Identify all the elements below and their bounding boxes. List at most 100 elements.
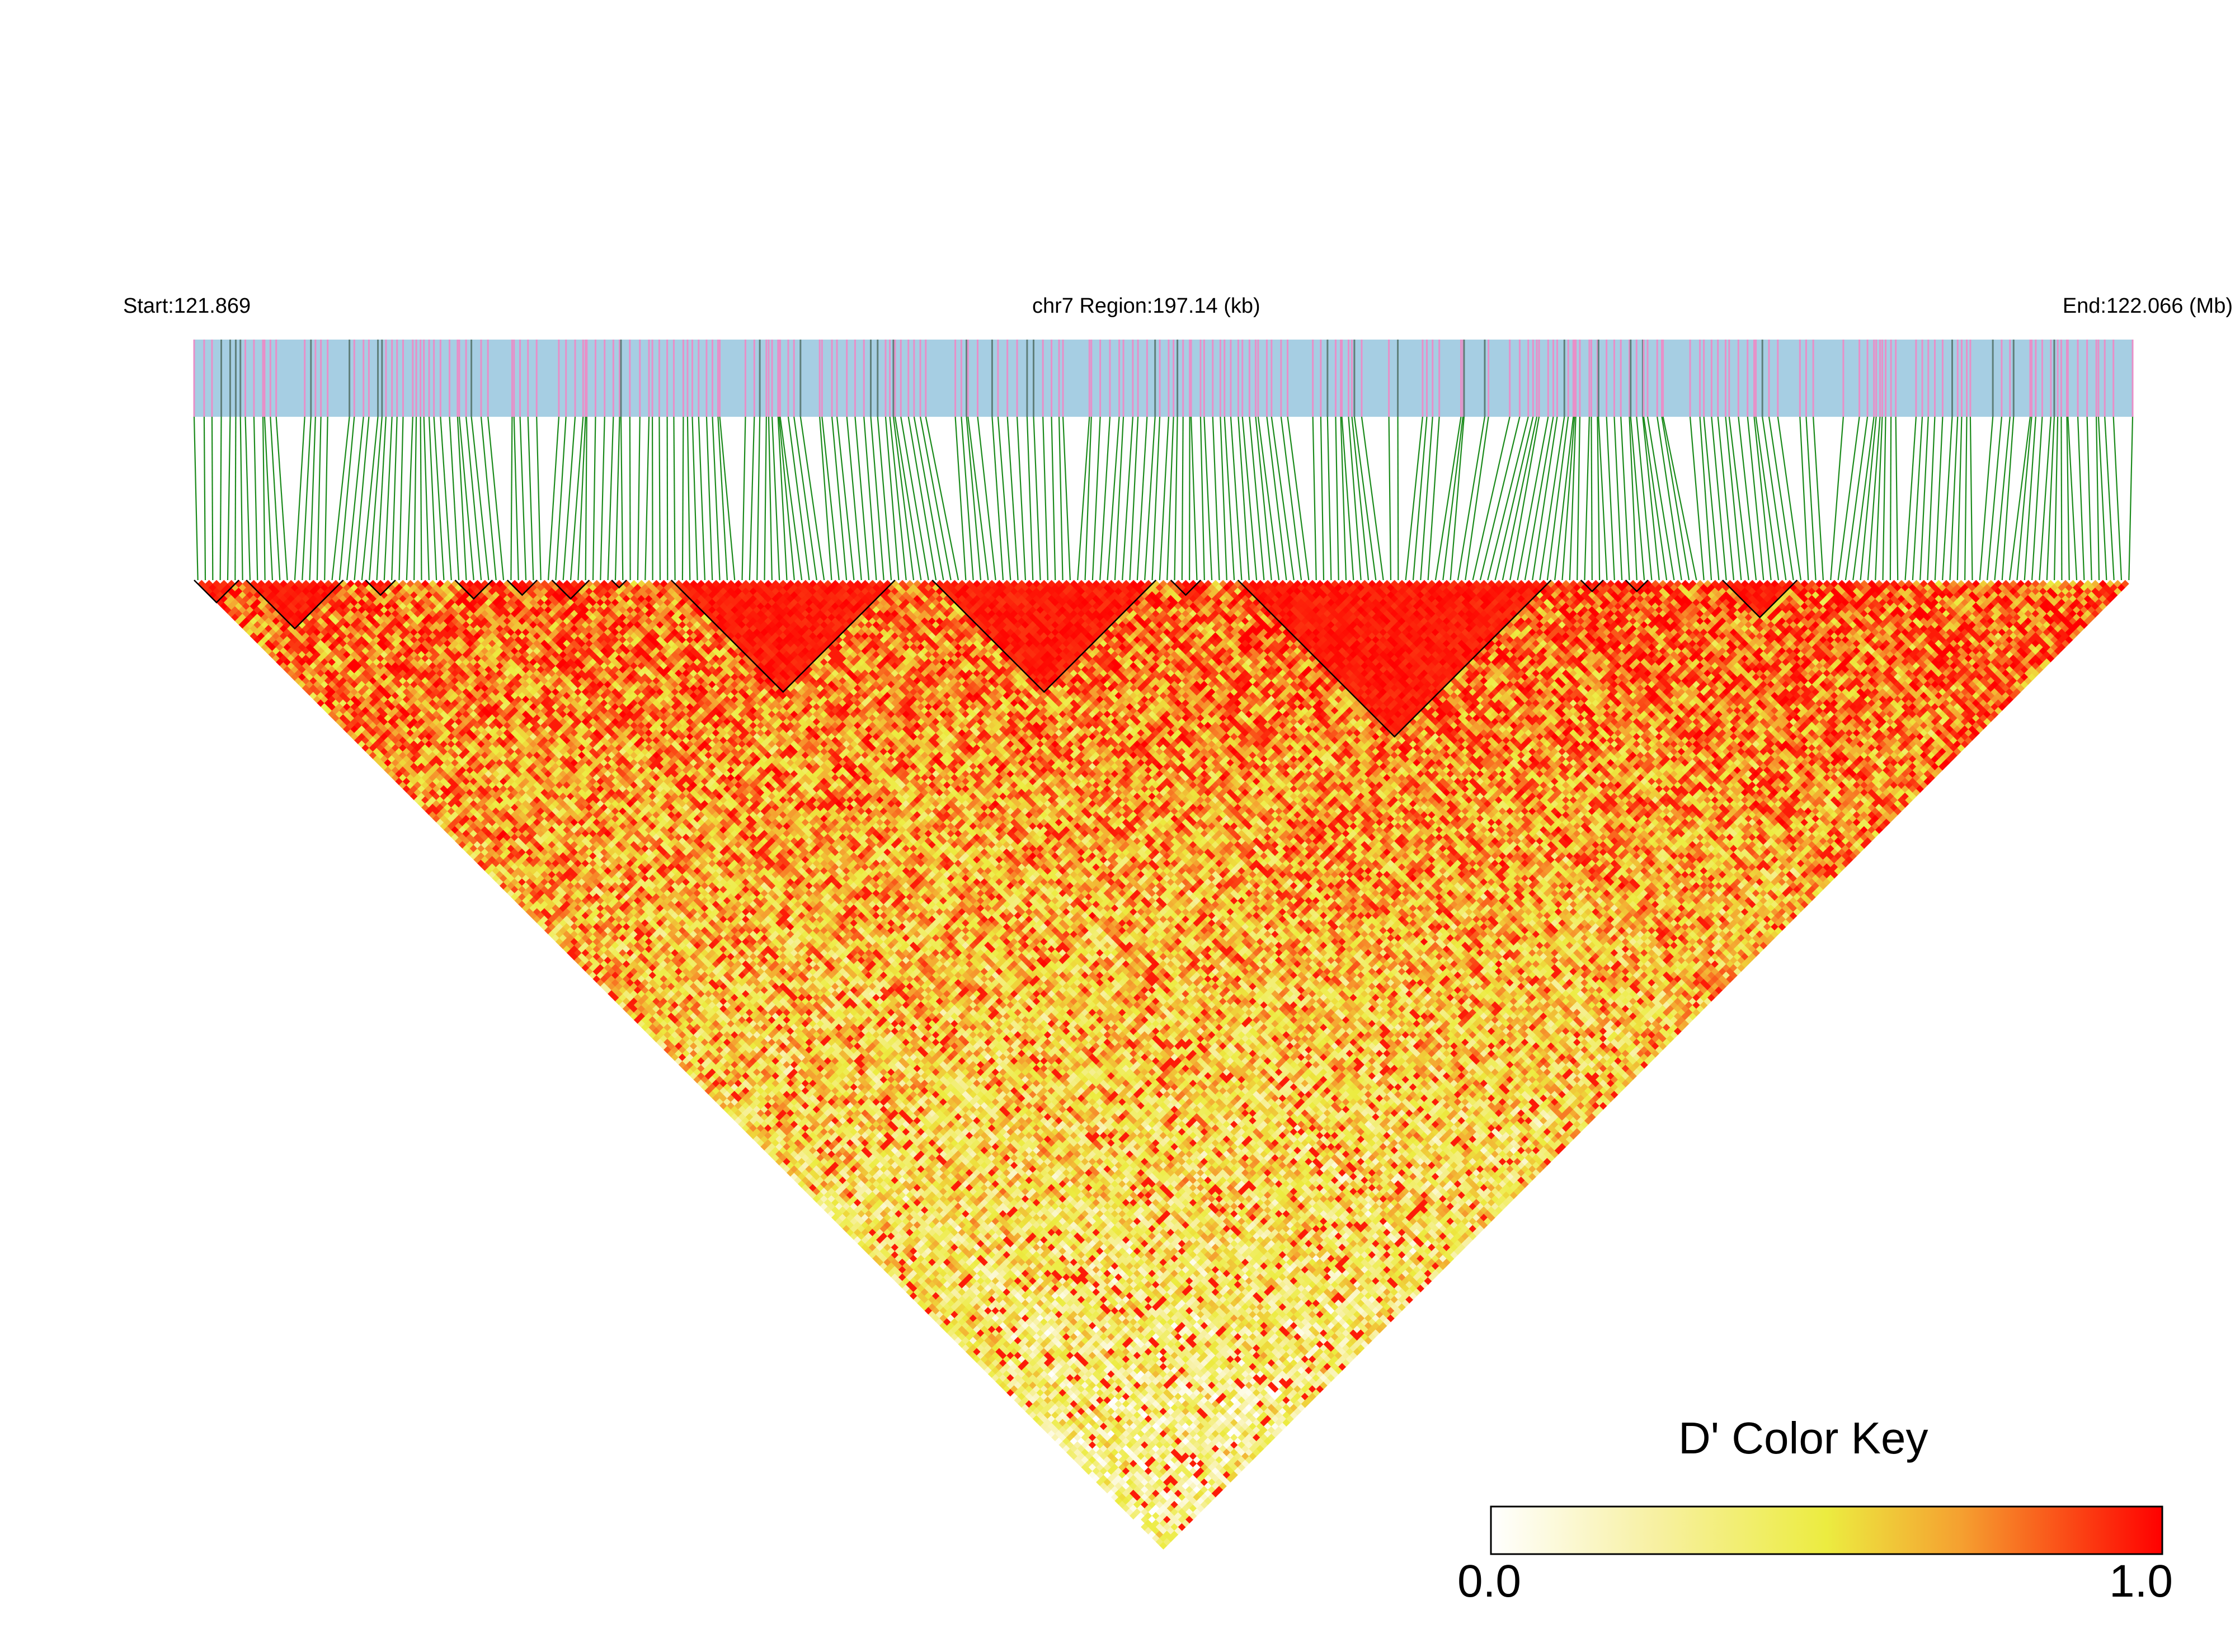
snp-connector-line — [421, 417, 422, 580]
snp-connector-line — [674, 417, 675, 580]
snp-connector-line — [593, 417, 595, 580]
snp-connector-line — [1204, 417, 1212, 580]
snp-connector-line — [707, 417, 712, 580]
snp-connector-line — [377, 417, 386, 580]
snp-connector-line — [1328, 417, 1331, 580]
snp-connector-line — [1748, 417, 1764, 580]
snp-connector-line — [742, 417, 746, 580]
snp-connector-lines — [194, 417, 2133, 580]
snp-connector-line — [2087, 417, 2092, 580]
snp-connector-line — [449, 417, 459, 580]
snp-connector-line — [645, 417, 649, 580]
snp-connector-line — [769, 417, 772, 580]
snp-connector-line — [1644, 417, 1667, 580]
snp-connector-line — [1063, 417, 1070, 580]
snp-connector-line — [1935, 417, 1943, 580]
snp-connector-line — [1756, 417, 1778, 580]
snp-connector-line — [220, 417, 222, 580]
snp-connector-line — [1167, 417, 1173, 580]
snp-connector-line — [871, 417, 883, 580]
snp-connector-line — [1584, 417, 1589, 580]
snp-connector-line — [528, 417, 534, 580]
snp-connector-line — [1027, 417, 1033, 580]
snp-connector-line — [347, 417, 364, 580]
snp-connector-line — [765, 417, 766, 580]
snp-connector-line — [1191, 417, 1197, 580]
snp-connector-line — [895, 417, 921, 580]
snp-connector-line — [1883, 417, 1886, 580]
snp-connector-line — [317, 417, 321, 580]
snp-connector-line — [1762, 417, 1786, 580]
snp-connector-line — [520, 417, 526, 580]
snp-connector-line — [1718, 417, 1734, 580]
snp-connector-line — [718, 417, 727, 580]
snp-connector-line — [1614, 417, 1622, 580]
snp-connector-line — [1896, 417, 1898, 580]
snp-connector-line — [1017, 417, 1025, 580]
snp-connector-line — [1398, 417, 1399, 580]
snp-connector-line — [1473, 417, 1510, 580]
snp-connector-line — [2017, 417, 2031, 580]
snp-position-track — [194, 340, 2133, 417]
snp-connector-line — [586, 417, 587, 580]
snp-connector-line — [659, 417, 660, 580]
snp-connector-line — [1958, 417, 1962, 580]
snp-connector-line — [1965, 417, 1966, 580]
ld-triangle-cells — [198, 580, 2129, 1550]
snp-connector-line — [1335, 417, 1338, 580]
snp-connector-line — [1313, 417, 1316, 580]
snp-connector-line — [2010, 417, 2030, 580]
snp-connector-line — [1137, 417, 1147, 580]
snp-connector-line — [978, 417, 996, 580]
snp-connector-line — [212, 417, 213, 580]
snp-connector-line — [537, 417, 540, 580]
snp-connector-line — [712, 417, 719, 580]
snp-connector-line — [1033, 417, 1040, 580]
snp-connector-line — [2054, 417, 2058, 580]
snp-connector-line — [801, 417, 824, 580]
snp-connector-line — [2129, 417, 2133, 580]
snp-connector-line — [194, 417, 198, 580]
snp-connector-line — [914, 417, 944, 580]
snp-connector-line — [2098, 417, 2106, 580]
snp-connector-line — [864, 417, 876, 580]
snp-connector-line — [481, 417, 496, 580]
snp-connector-line — [2114, 417, 2121, 580]
snp-connector-line — [1182, 417, 1183, 580]
snp-connector-line — [324, 417, 327, 580]
snp-connector-line — [488, 417, 504, 580]
snp-connector-line — [699, 417, 705, 580]
snp-connector-line — [1928, 417, 1935, 580]
snp-connector-line — [254, 417, 257, 580]
snp-connector-line — [424, 417, 429, 580]
snp-connector-line — [1389, 417, 1391, 580]
snp-connector-line — [750, 417, 754, 580]
snp-connector-line — [992, 417, 1003, 580]
snp-connector-line — [909, 417, 936, 580]
snp-connector-line — [1591, 417, 1592, 580]
snp-connector-line — [600, 417, 604, 580]
snp-connector-line — [794, 417, 817, 580]
snp-connector-line — [772, 417, 779, 580]
snp-connector-line — [1711, 417, 1726, 580]
snp-connector-line — [392, 417, 397, 580]
snp-connector-line — [1160, 417, 1169, 580]
snp-connector-line — [1577, 417, 1580, 580]
snp-connector-line — [638, 417, 640, 580]
snp-connector-line — [399, 417, 403, 580]
snp-connector-line — [1213, 417, 1220, 580]
snp-connector-line — [263, 417, 265, 580]
snp-connector-line — [2105, 417, 2114, 580]
snp-connector-line — [1115, 417, 1123, 580]
snp-connector-line — [1100, 417, 1110, 580]
snp-connector-line — [855, 417, 869, 580]
snp-connector-line — [820, 417, 831, 580]
snp-connector-line — [204, 417, 205, 580]
snp-connector-line — [2078, 417, 2084, 580]
snp-connector-line — [2047, 417, 2054, 580]
snp-connector-line — [1663, 417, 1697, 580]
snp-connector-line — [621, 417, 623, 580]
snp-connector-line — [246, 417, 250, 580]
snp-connector-line — [355, 417, 369, 580]
